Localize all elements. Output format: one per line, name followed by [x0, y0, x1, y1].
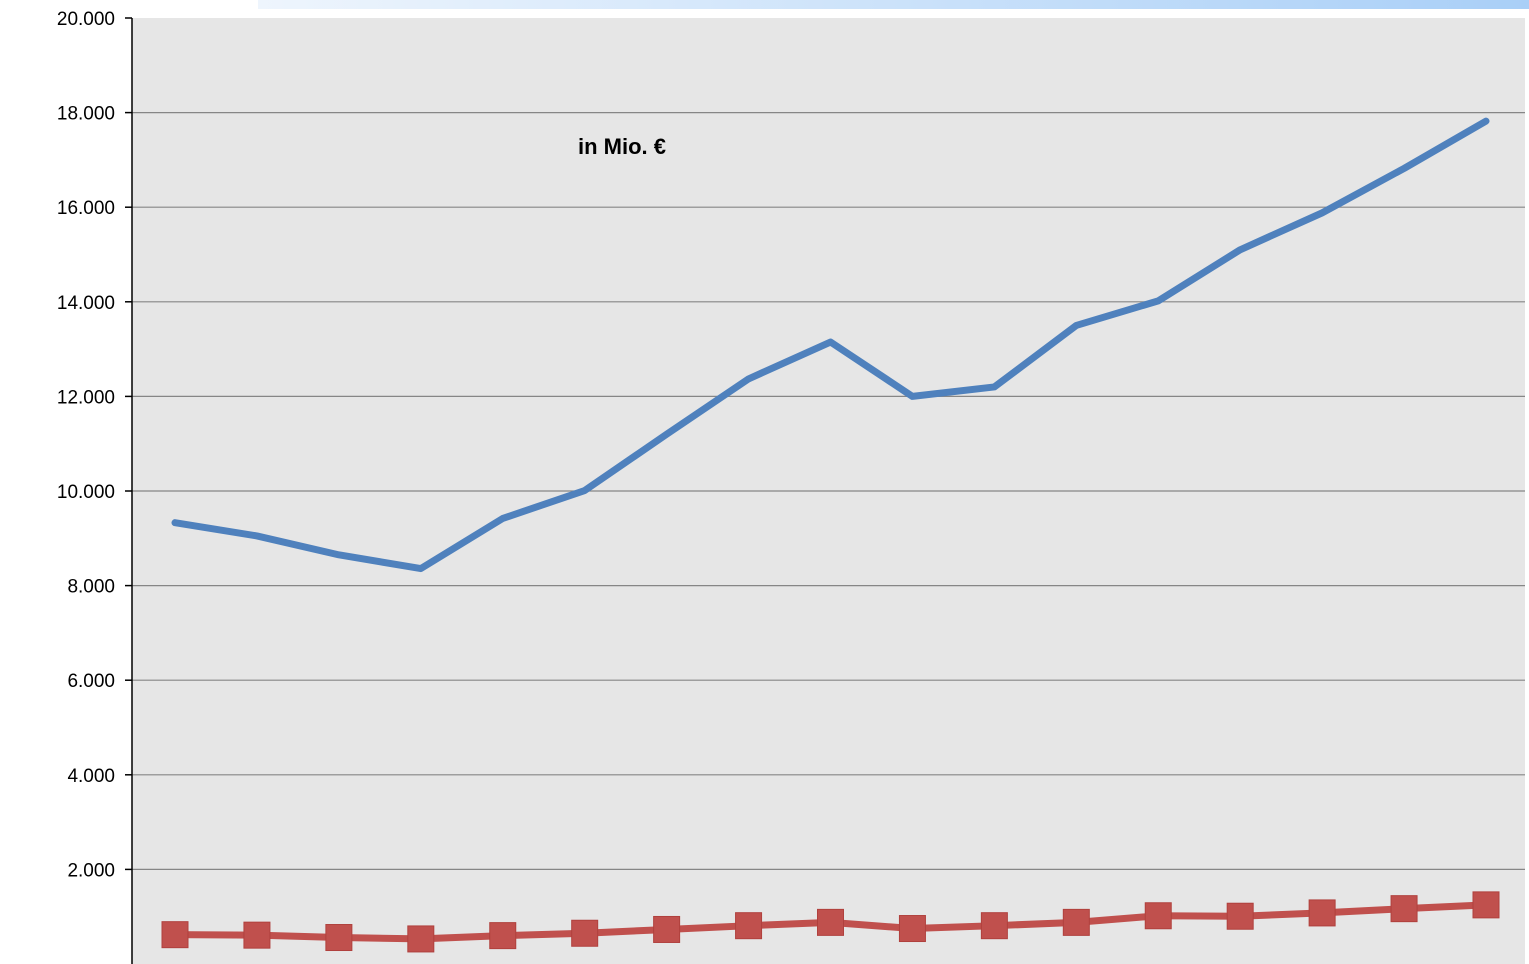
y-tick-label: 8.000: [67, 577, 115, 598]
series-2-point: [1062, 908, 1090, 936]
y-tick-label: 18.000: [57, 104, 115, 125]
series-2-point: [1144, 902, 1172, 930]
y-tick-label: 6.000: [67, 671, 115, 692]
series-2-point: [407, 925, 435, 953]
y-tick-label: 2.000: [67, 860, 115, 881]
series-2-point: [1308, 899, 1336, 927]
y-tick-label: 4.000: [67, 766, 115, 787]
series-2-point: [980, 912, 1008, 940]
series-2-point: [1390, 895, 1418, 923]
series-2-point: [817, 908, 844, 936]
y-axis: [125, 17, 133, 964]
y-tick-label: 14.000: [57, 293, 115, 314]
chart-annotation: in Mio. €: [578, 134, 666, 159]
series-2-point: [161, 921, 189, 949]
series-2-point: [653, 915, 681, 943]
y-tick-label: 20.000: [57, 9, 115, 30]
series-2-point: [735, 912, 763, 940]
y-tick-label: 10.000: [57, 482, 115, 503]
series-2-point: [489, 922, 517, 950]
y-tick-labels: 2.000 4.000 6.000 8.000 10.000 12.000 14.000 16…: [57, 9, 115, 881]
series-2-point: [571, 919, 599, 947]
series-1-line: [171, 117, 1490, 573]
y-tick-label: 12.000: [57, 387, 115, 408]
series-2-point: [325, 924, 353, 952]
top-decor-band: [258, 0, 1529, 9]
y-tick-label: 16.000: [57, 198, 115, 219]
series-2-point: [898, 915, 926, 943]
series-2-point: [1472, 891, 1500, 919]
series-layer: [161, 117, 1500, 953]
series-2-point: [1226, 902, 1254, 930]
gridlines: [132, 111, 1525, 871]
series-2-point: [243, 921, 271, 949]
